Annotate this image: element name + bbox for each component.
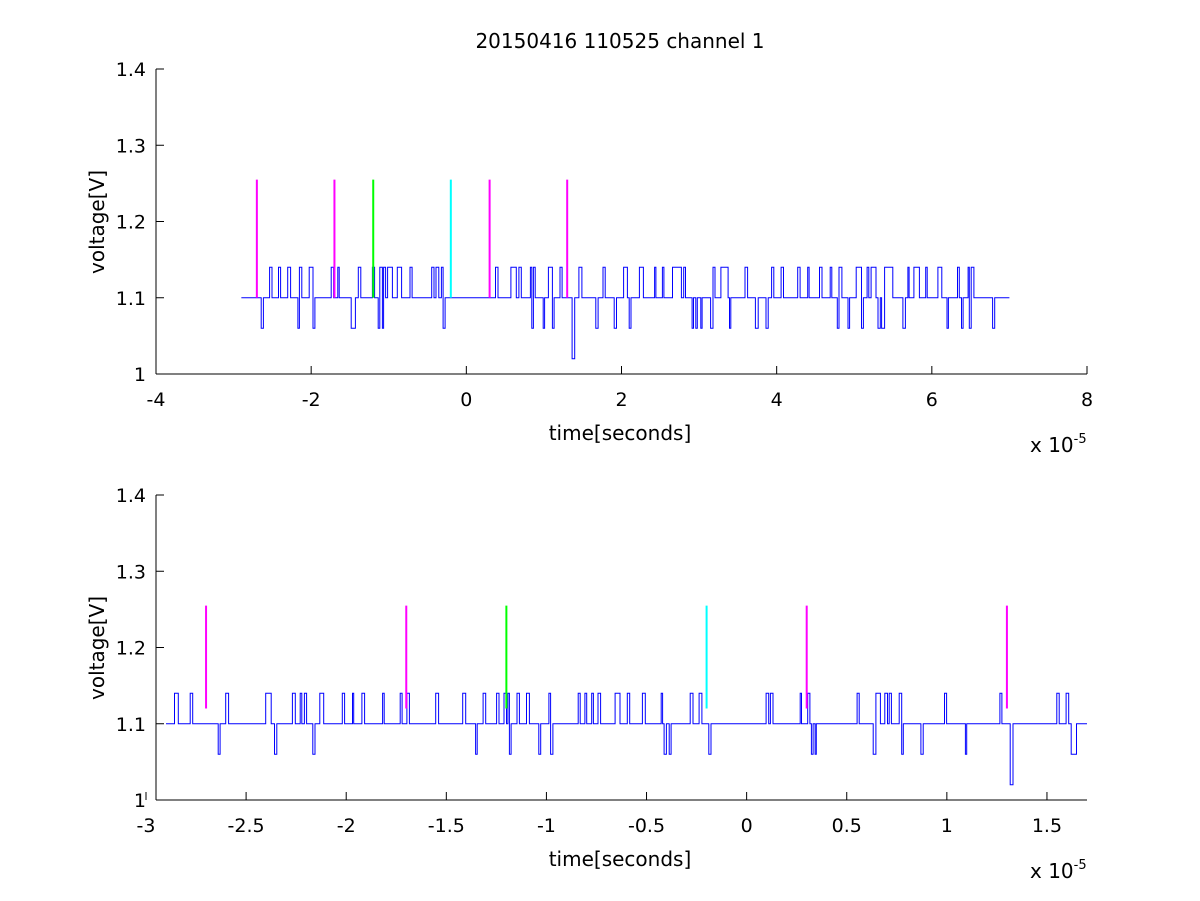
top-x-exponent-label: x 10-5 [1030, 432, 1087, 457]
top-x-axis-label: time[seconds] [549, 421, 692, 445]
bottom-voltage-series [166, 692, 1088, 786]
bottom-y-axis-label: voltage[V] [85, 596, 109, 700]
bottom-plot-series-layer [166, 692, 1088, 786]
top-x-tick-label: 4 [771, 389, 783, 411]
top-plot-series-layer [241, 266, 1010, 360]
top-voltage-series [241, 266, 1010, 360]
bottom-y-tick-label: 1.2 [116, 638, 146, 660]
bottom-x-tick-label: 1 [941, 815, 953, 837]
bottom-y-tick-label: 1.4 [116, 485, 146, 507]
bottom-x-axis-label: time[seconds] [549, 847, 692, 871]
bottom-x-tick-label: 1.5 [1032, 815, 1062, 837]
bottom-y-tick-label: 1.3 [116, 561, 146, 583]
bottom-plot-axes-layer: -3 -2.5 -2 -1.5 -1 -0.5 0 0.5 1 1.5 1 1.1 1.2 1.3 1.4 [116, 485, 1087, 837]
top-x-tick-label: 0 [460, 389, 472, 411]
top-y-tick-label: 1.4 [116, 59, 146, 81]
top-x-tick-label: 2 [615, 389, 627, 411]
top-y-tick-label: 1.1 [116, 288, 146, 310]
bottom-x-tick-label: 0.5 [832, 815, 862, 837]
bottom-plot: -3 -2.5 -2 -1.5 -1 -0.5 0 0.5 1 1.511.11.21.31.4 … [85, 485, 1088, 883]
top-y-tick-label: 1.3 [116, 135, 146, 157]
top-y-axis-label: voltage[V] [85, 170, 109, 274]
top-x-tick-label: -2 [302, 389, 321, 411]
bottom-y-tick-label: 1 [134, 790, 146, 812]
bottom-x-tick-label: -1 [537, 815, 556, 837]
bottom-x-tick-label: 0 [741, 815, 753, 837]
bottom-x-tick-label: -1.5 [428, 815, 465, 837]
chart-title: 20150416 110525 channel 1 [475, 29, 764, 53]
bottom-x-tick-label: -2 [337, 815, 356, 837]
bottom-x-tick-label: -2.5 [228, 815, 265, 837]
bottom-x-tick-label: -0.5 [628, 815, 665, 837]
bottom-y-tick-label: 1.1 [116, 714, 146, 736]
top-y-tick-label: 1 [134, 364, 146, 386]
bottom-x-tick-label: -3 [137, 815, 156, 837]
top-y-tick-label: 1.2 [116, 212, 146, 234]
bottom-plot-marker-layer [205, 605, 1008, 709]
top-plot-axes-layer: -4 -2 0 2 4 6 8 1 1.1 1.2 1.3 1.4 [116, 59, 1093, 411]
top-plot: -4 -2 0 2 4 6 8 1 1.1 1.2 1.3 1.4 time[seconds] vol… [85, 59, 1093, 457]
top-x-tick-label: 8 [1081, 389, 1093, 411]
top-x-tick-label: 6 [926, 389, 938, 411]
top-plot-marker-layer [255, 179, 569, 298]
bottom-x-exponent-label: x 10-5 [1030, 858, 1087, 883]
top-x-tick-label: -4 [147, 389, 166, 411]
